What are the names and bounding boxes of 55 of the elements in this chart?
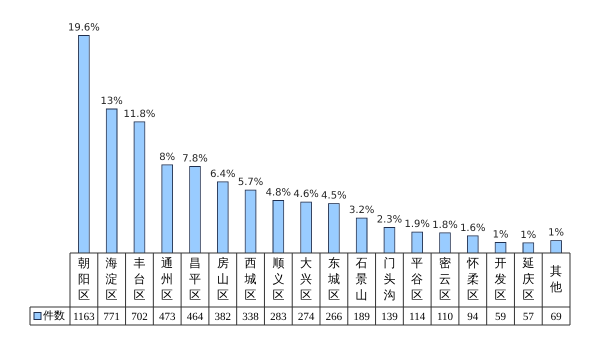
data-label: 464 [186,310,204,323]
x-tick-label: 怀柔区 [466,256,479,302]
x-tick-label: 通州区 [161,256,174,302]
annotation: 2.3% [376,214,402,226]
annotation: 1.9% [404,219,430,230]
annotation: 1% [520,230,536,241]
annotation: 11.8% [124,108,156,120]
data-label: 110 [436,310,454,323]
data-label: 473 [158,310,176,323]
x-tick-label: 密云区 [439,256,451,302]
x-tick-label: 丰台区 [133,256,146,302]
x-tick-label: 门头沟 [383,256,396,302]
data-label: 274 [298,310,315,323]
data-label: 189 [353,310,370,323]
annotation: 5.7% [238,177,264,188]
data-label: 1163 [73,310,96,323]
x-tick-label: 西城区 [244,256,257,302]
x-tick-label: 延庆区 [521,256,534,302]
x-tick-label: 开发区 [494,256,507,302]
annotation: 6.4% [210,168,236,180]
data-label: 69 [550,310,562,323]
annotation: 4.6% [293,189,319,200]
annotation: 19.6% [68,22,100,34]
annotation: 8% [159,152,176,163]
x-tick-label: 海淀区 [106,256,118,302]
annotation: 1.6% [460,222,486,234]
data-label: 114 [409,310,426,323]
data-label: 338 [242,310,260,323]
data-label: 59 [495,310,507,323]
data-label: 266 [326,310,343,323]
x-tick-label: 东城区 [326,256,340,302]
data-label: 382 [214,310,232,323]
data-label: 702 [131,310,148,323]
annotation: 3.2% [348,205,374,216]
x-tick-label: 房山区 [216,256,229,302]
x-tick-label: 顺义区 [272,256,284,302]
x-tick-label: 石景山 [356,256,368,302]
annotation: 7.8% [182,154,208,165]
annotation: 1.8% [432,220,458,231]
annotation: 1% [492,230,508,241]
annotation: 4.5% [321,190,347,202]
annotation: 4.8% [266,188,292,199]
annotation: 1% [548,228,564,239]
x-tick-label: 平谷区 [411,256,424,302]
data-label: 94 [467,310,479,323]
legend-label: 件数 [43,308,65,322]
data-label: 139 [381,310,398,323]
x-tick-label: 大兴区 [300,256,312,302]
data-label: 283 [270,310,288,323]
x-tick-label: 昌平区 [189,256,201,302]
x-tick-label: 其他 [550,264,562,294]
data-label: 57 [522,310,534,323]
x-tick-label: 朝阳区 [78,256,90,302]
data-label: 771 [103,310,120,323]
annotation: 13% [100,96,123,108]
